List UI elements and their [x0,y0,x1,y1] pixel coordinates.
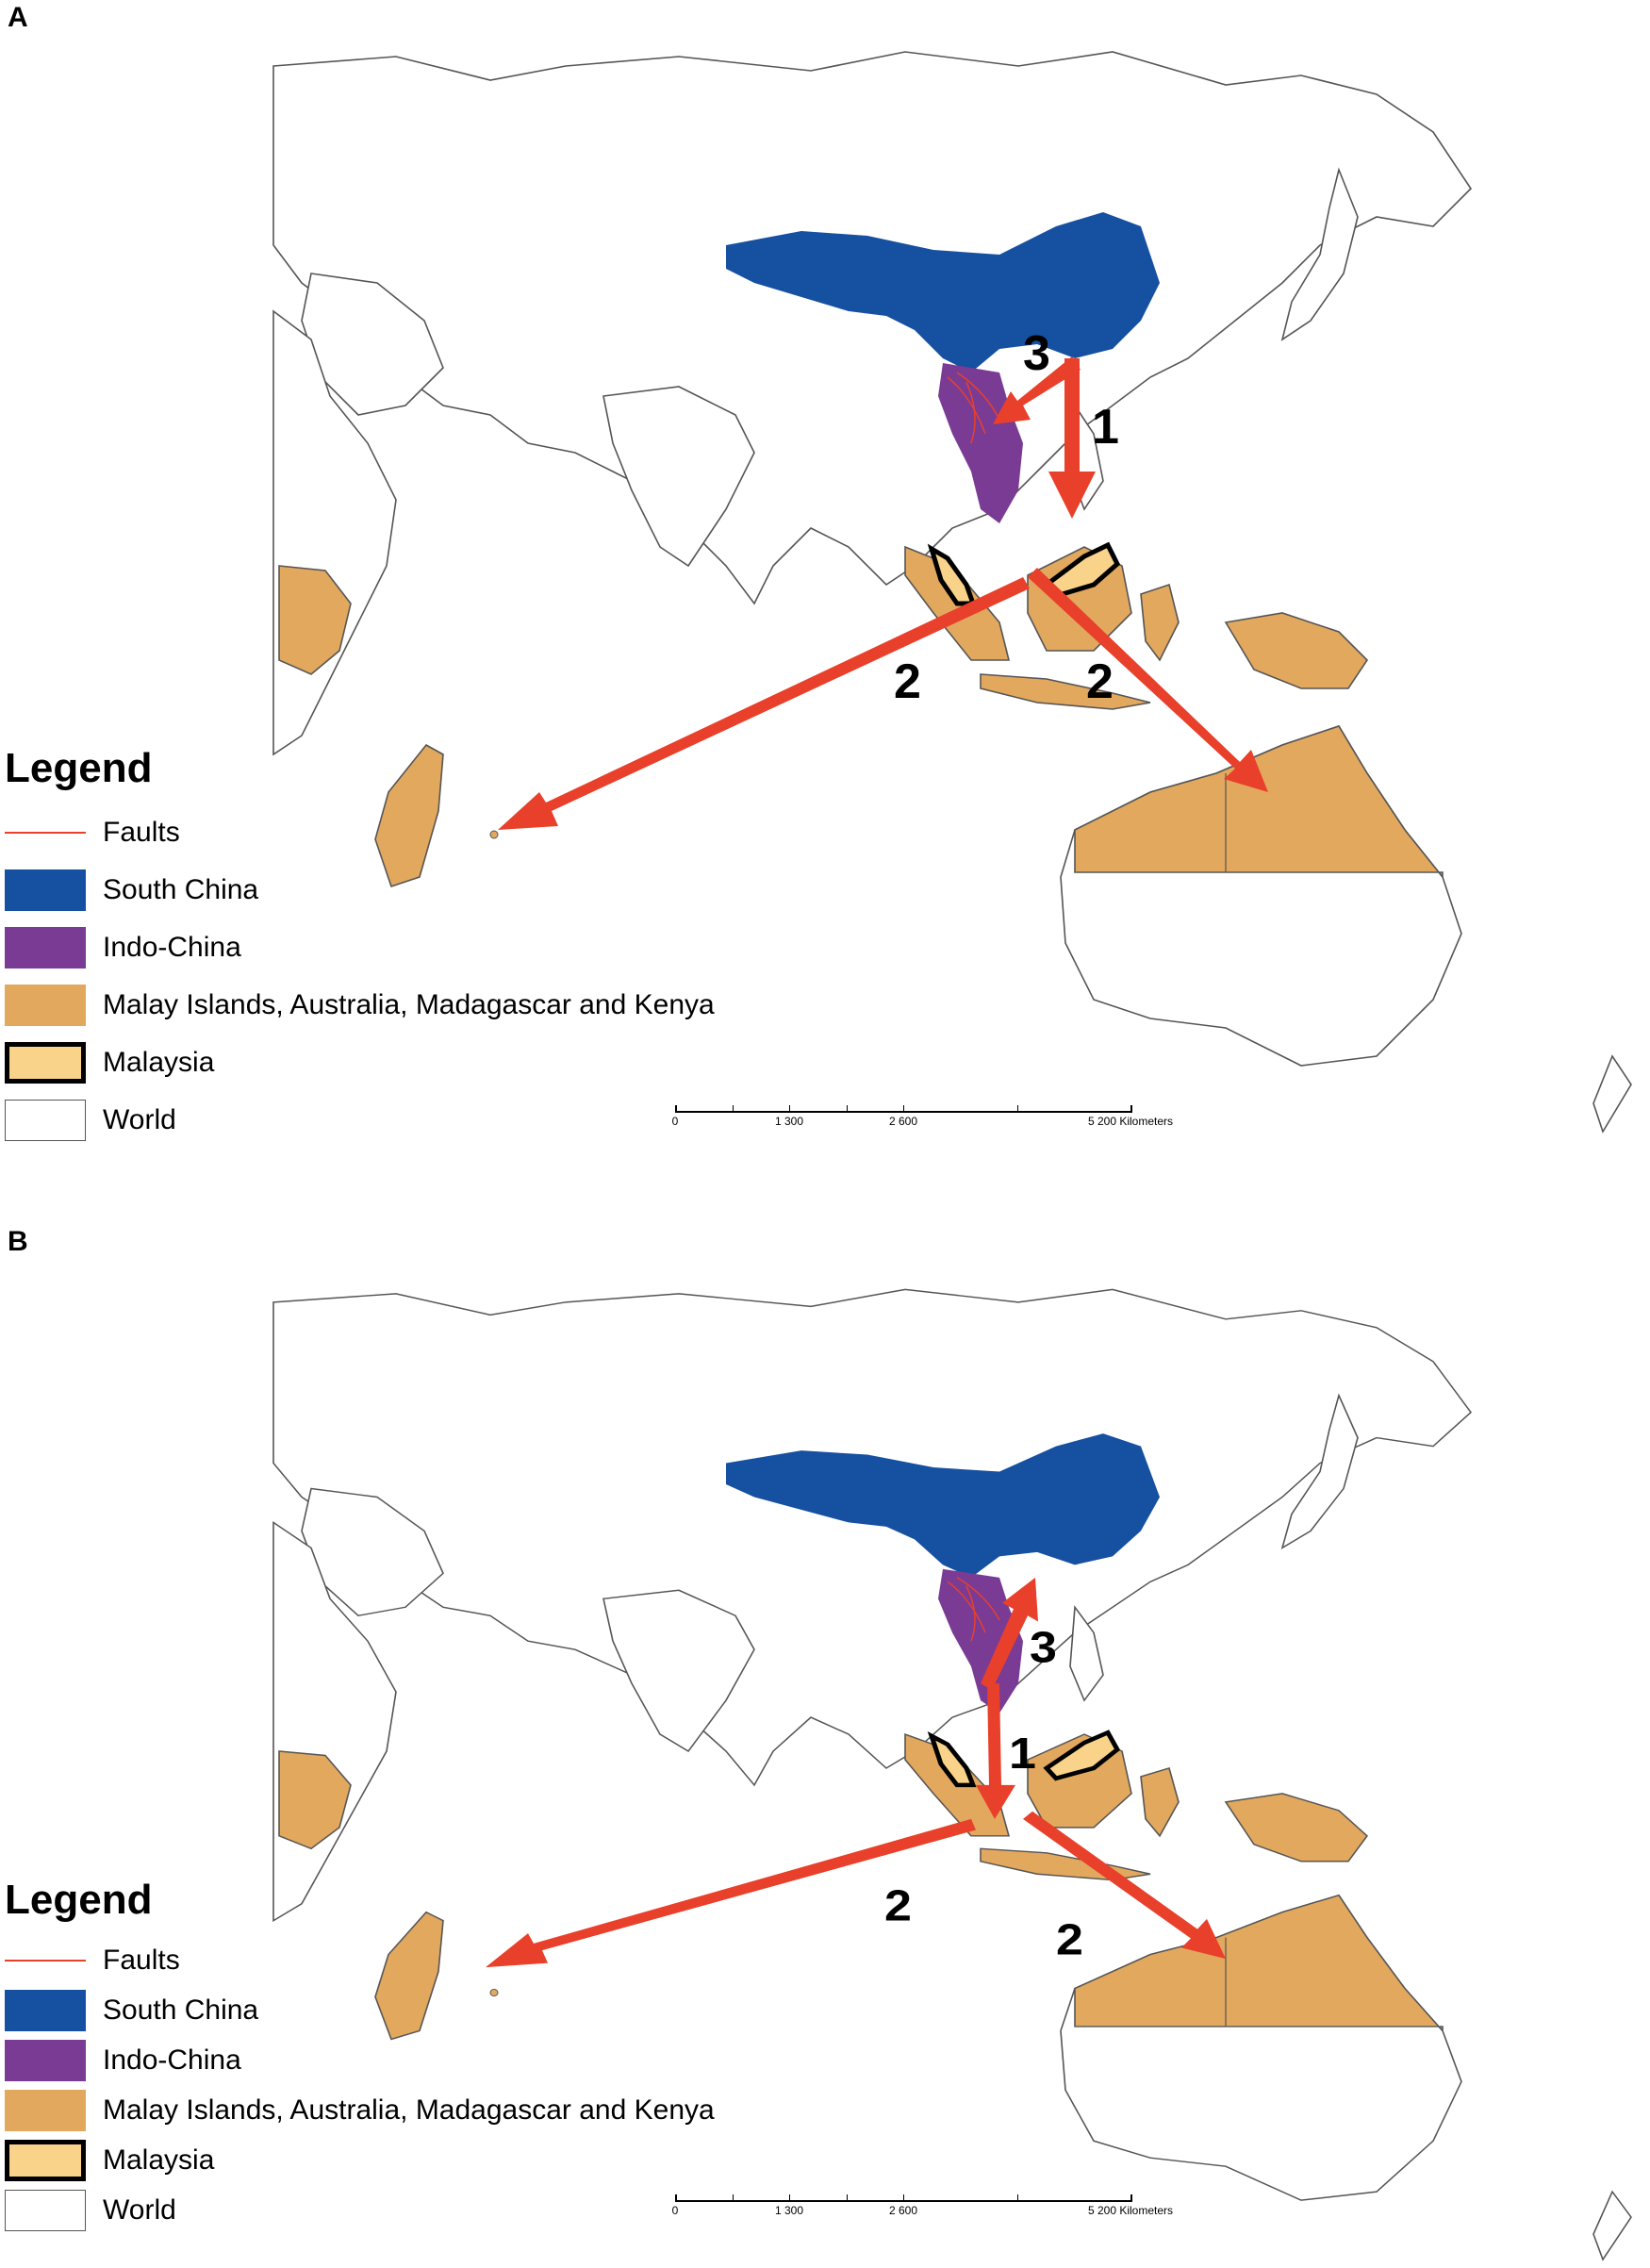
legend-item-world: World [5,2185,715,2235]
scale-label-2600: 2 600 [888,2204,918,2217]
scale-label-1300: 1 300 [774,2204,804,2217]
legend-item-indo-china: Indo-China [5,919,715,976]
legend-item-malaysia: Malaysia [5,2135,715,2185]
arrow-label-3: 3 [1023,326,1050,381]
legend-label: Faults [103,816,180,848]
legend-item-indo-china: Indo-China [5,2035,715,2085]
malay-swatch [5,2089,86,2131]
faults [947,372,1000,444]
legend-label: Malay Islands, Australia, Madagascar and… [103,2094,715,2126]
scale-label-5200: 5 200 Kilometers [1087,2204,1174,2217]
scale-label-1300: 1 300 [774,1115,804,1128]
arrow-label-1: 1 [1009,1729,1036,1778]
arrow-label-2a: 2 [884,1881,912,1930]
legend-item-south-china: South China [5,861,715,919]
legend-label: World [103,1103,176,1135]
legend-item-world: World [5,1091,715,1149]
panel-a: A 3 1 2 2 Legend Faults [0,0,1650,1179]
south-china-region [726,1433,1160,1578]
indo-china-swatch [5,926,86,968]
indo-china-region [938,363,1023,523]
indo-china-region [938,1568,1023,1713]
legend-item-malaysia: Malaysia [5,1034,715,1091]
south-china-region [726,212,1160,372]
legend-item-south-china: South China [5,1985,715,2035]
south-china-swatch [5,869,86,911]
faults [947,1577,1000,1642]
legend-item-faults: Faults [5,803,715,861]
legend-label: South China [103,1994,259,2026]
arrow-label-3: 3 [1030,1623,1057,1672]
panel-b: B 3 1 2 2 Legend Faults [0,1226,1650,2268]
legend-label: Malaysia [103,2144,215,2176]
legend-title: Legend [5,745,153,791]
indo-china-swatch [5,2039,86,2081]
arrow-label-1: 1 [1092,400,1119,455]
arrow-label-2a: 2 [894,654,921,709]
south-china-swatch [5,1989,86,2031]
map-panel-a: 3 1 2 2 [0,0,1650,1179]
legend: Legend Faults South China Indo-China Mal… [5,745,715,1149]
arrow-label-2b: 2 [1086,654,1114,709]
legend-label: Indo-China [103,2044,241,2076]
panel-letter: A [8,2,28,33]
panel-letter: B [8,1226,28,1257]
legend-item-malay: Malay Islands, Australia, Madagascar and… [5,976,715,1034]
malay-swatch [5,984,86,1026]
map-panel-b: 3 1 2 2 [0,1226,1650,2268]
arrows [498,356,1268,830]
malaysia-swatch [5,2139,86,2181]
legend-label: Indo-China [103,931,241,963]
scale-label-0: 0 [671,1115,679,1128]
world-swatch [5,1099,86,1141]
legend-label: Malay Islands, Australia, Madagascar and… [103,988,715,1020]
arrows [486,1577,1226,1968]
scale-label-5200: 5 200 Kilometers [1087,1115,1174,1128]
legend-item-malay: Malay Islands, Australia, Madagascar and… [5,2085,715,2135]
legend-label: Faults [103,1944,180,1976]
scale-bar: 0 1 300 2 600 5 200 Kilometers [671,1103,1173,1132]
legend-label: World [103,2194,176,2226]
scale-label-2600: 2 600 [888,1115,918,1128]
scale-bar: 0 1 300 2 600 5 200 Kilometers [671,2193,1173,2221]
arrow-label-2b: 2 [1056,1915,1083,1964]
legend-label: Malaysia [103,1046,215,1078]
legend-label: South China [103,873,259,905]
faults-swatch [5,1940,86,1981]
legend: Legend Faults South China Indo-China Mal… [5,1877,715,2235]
malaysia-swatch [5,1041,86,1084]
scale-label-0: 0 [671,2204,679,2217]
faults-swatch [5,812,86,853]
legend-title: Legend [5,1877,153,1923]
legend-item-faults: Faults [5,1935,715,1985]
world-swatch [5,2189,86,2231]
